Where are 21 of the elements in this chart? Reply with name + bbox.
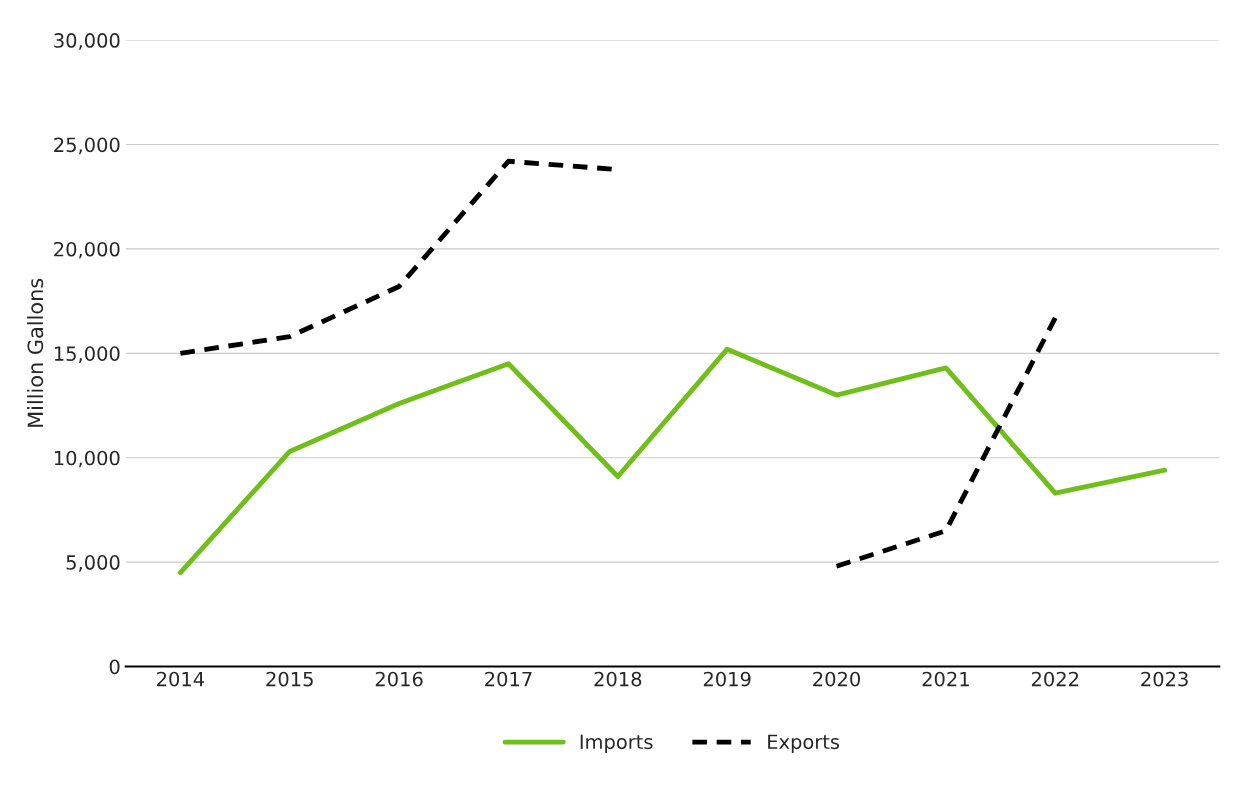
x-tick-label: 2015 [266,671,313,687]
x-tick-label: 2019 [703,671,751,687]
y-tick-label: 10,000 [54,450,120,468]
line-series [177,346,1168,575]
y-tick-label: 5,000 [66,555,120,572]
legend-label: Imports [580,734,653,753]
x-tick-label: 2017 [485,671,532,687]
x-tick-label: 2020 [813,671,860,687]
y-tick-label: 20,000 [54,241,120,259]
y-tick-label: 0 [109,659,120,675]
x-tick-label: 2021 [922,671,969,687]
legend-label: Exports [768,734,840,753]
x-tick-label: 2018 [594,671,642,687]
y-tick-label: 25,000 [54,137,120,155]
x-tick-label: 2023 [1141,671,1188,687]
y-tick-label: 30,000 [54,33,120,50]
x-tick-label: 2022 [1031,671,1079,687]
y-tick-label: 15,000 [54,346,120,363]
x-tick-label: 2014 [157,671,205,687]
x-tick-label: 2016 [375,671,423,687]
y-axis-title: Million Gallons [27,278,44,427]
